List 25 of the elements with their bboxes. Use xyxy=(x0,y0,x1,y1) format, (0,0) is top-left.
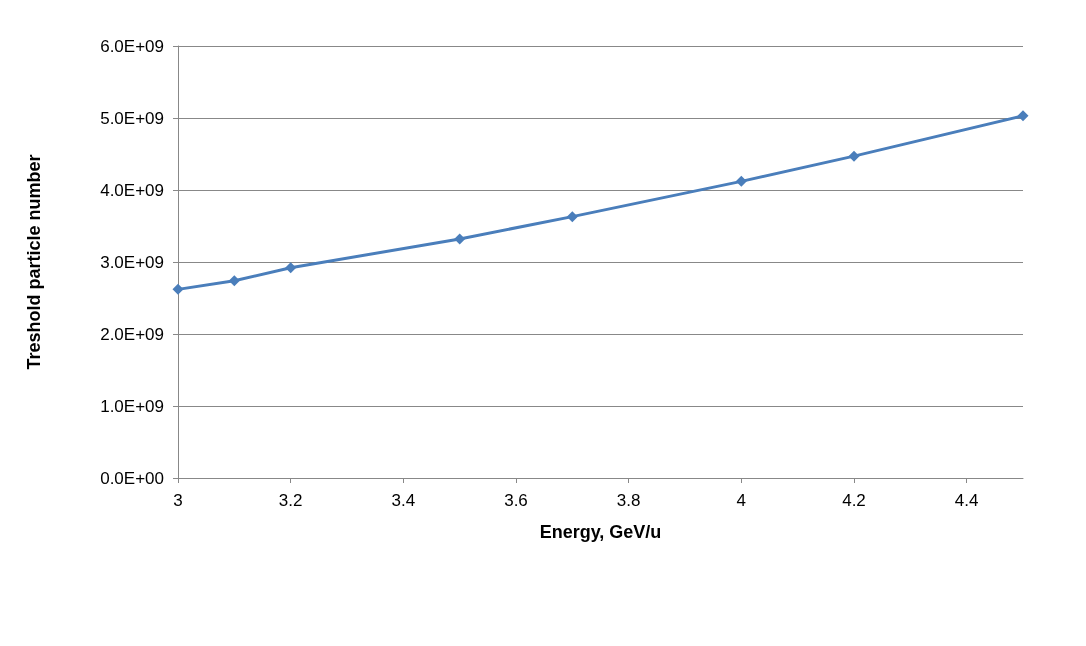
y-tick-label: 2.0E+09 xyxy=(100,324,164,344)
x-tick-label: 3 xyxy=(173,491,183,510)
x-tick-label: 4.4 xyxy=(954,491,979,510)
y-axis-title: Treshold particle number xyxy=(24,154,44,370)
x-axis-title: Energy, GeV/u xyxy=(539,522,662,542)
point xyxy=(566,211,578,223)
point xyxy=(228,275,240,287)
point xyxy=(285,262,297,274)
y-tick-label: 4.0E+09 xyxy=(100,180,164,200)
x-tick-label: 3.8 xyxy=(616,491,641,510)
x-tick-label: 3.4 xyxy=(391,491,416,510)
x-tick-label: 4.2 xyxy=(842,491,866,510)
y-tick-label: 0.0E+00 xyxy=(100,468,164,488)
point xyxy=(1017,110,1029,122)
point xyxy=(172,283,184,295)
y-tick-label: 6.0E+09 xyxy=(100,36,164,56)
x-tick-label: 4 xyxy=(736,491,747,510)
point xyxy=(735,175,747,187)
point xyxy=(848,150,860,162)
x-tick-label: 3.2 xyxy=(278,491,303,510)
y-tick-label: 1.0E+09 xyxy=(100,396,164,416)
y-tick-label: 3.0E+09 xyxy=(100,252,164,272)
y-tick-label: 5.0E+09 xyxy=(100,108,164,128)
x-tick-label: 3.6 xyxy=(504,491,528,510)
point xyxy=(454,233,466,245)
